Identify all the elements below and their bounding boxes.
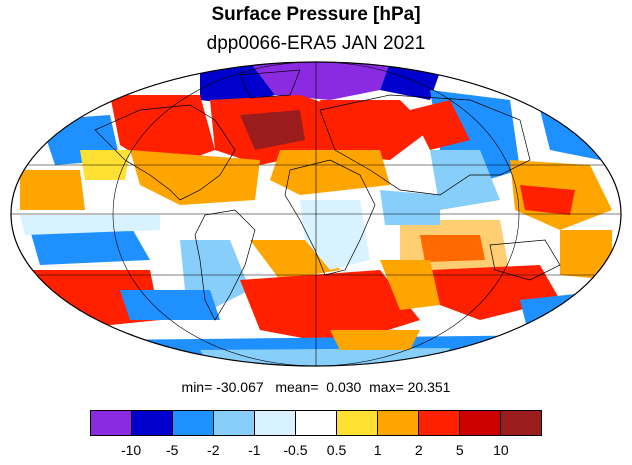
colorbar-swatch [419,411,460,435]
colorbar-swatch [132,411,173,435]
colorbar-tick-label: 5 [455,442,464,458]
colorbar-swatch [296,411,337,435]
eurasia-high [320,100,430,160]
colorbar-swatch [501,411,541,435]
colorbar-swatch [91,411,132,435]
east-pacific-orange [560,230,612,280]
colorbar-swatch [255,411,296,435]
north-pacific-red [410,100,470,150]
min-value: -30.067 [216,379,264,395]
mean-value: 0.030 [326,379,362,395]
colorbar-swatch [460,411,501,435]
africa-light [300,200,370,270]
colorbar-swatch [214,411,255,435]
colorbar-tick-label: -5 [165,442,179,458]
colorbar [90,410,542,436]
colorbar-swatch [173,411,214,435]
south-atlantic-red [240,270,420,345]
colorbar-tick-label: 2 [414,442,423,458]
mean-label: mean= [275,379,319,395]
colorbar-swatch [337,411,378,435]
colorbar-tick-label: -1 [248,442,261,458]
southern-ocean-blue-west [120,290,220,320]
antarctic-light [200,348,450,366]
coastlines [94,69,561,321]
colorbar-tick-label: 10 [493,442,509,458]
plot-subtitle: dpp0066-ERA5 JAN 2021 [206,33,426,54]
tropical-light-band [20,215,160,235]
colorbar-tick-label: 1 [373,442,382,458]
plot-title: Surface Pressure [hPa] [211,4,421,25]
map-outline [10,61,622,367]
west-pacific-red [520,185,575,215]
max-label: max= [369,379,404,395]
south-indian-orange [380,260,440,310]
stats-line: min= -30.067 mean= 0.030 max= 20.351 [0,379,632,395]
map-globe [11,62,621,366]
eurasia-orange [270,150,390,195]
antarctic-orange [330,330,420,350]
colorbar-tick-label: -10 [120,442,142,458]
colorbar-swatch [378,411,419,435]
tropical-blue-band [30,225,150,265]
arctic-deep-blue [200,62,275,105]
colorbar-tick-label: 0.5 [326,442,347,458]
max-value: 20.351 [407,379,451,395]
colorbar-tick-label: -0.5 [283,442,308,458]
tropical-pacific-orange [20,170,85,210]
maritime-blue [380,190,440,225]
min-label: min= [181,379,213,395]
graticule [11,62,621,366]
colorbar-tick-labels: -10 -5 -2 -1 -0.5 0.5 1 2 5 10 [0,442,632,462]
north-atlantic-core [240,110,305,150]
colorbar-tick-label: -2 [207,442,220,458]
north-america-orange [130,150,260,205]
map-figure [10,61,622,367]
